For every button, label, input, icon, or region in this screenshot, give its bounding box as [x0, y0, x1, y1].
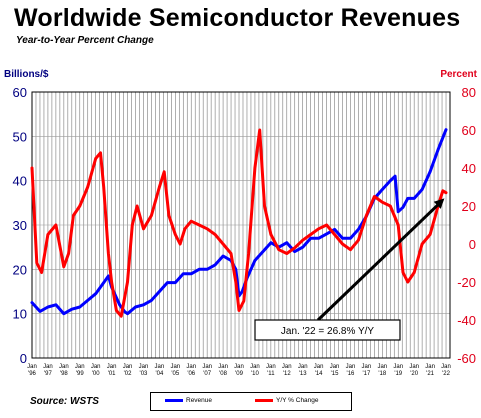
- x-tick-label-year: '01: [108, 371, 116, 377]
- x-tick-label-month: Jan: [43, 364, 53, 370]
- chart-title: Worldwide Semiconductor Revenues: [14, 4, 461, 32]
- x-tick-label-month: Jan: [425, 364, 435, 370]
- x-tick-label-month: Jan: [362, 364, 372, 370]
- x-tick-label-year: '02: [124, 371, 132, 377]
- x-tick-label-year: '03: [140, 371, 148, 377]
- left-tick-label: 50: [13, 129, 27, 144]
- source-note: Source: WSTS: [30, 396, 99, 407]
- left-tick-label: 20: [13, 262, 27, 277]
- x-tick-label-month: Jan: [27, 364, 37, 370]
- x-tick-label-year: '96: [28, 371, 36, 377]
- x-tick-label-month: Jan: [266, 364, 276, 370]
- x-tick-label-year: '08: [219, 371, 227, 377]
- left-tick-label: 10: [13, 307, 27, 322]
- x-tick-label-month: Jan: [170, 364, 180, 370]
- x-tick-label-year: '20: [410, 371, 418, 377]
- legend-item-revenue: Revenue: [165, 397, 212, 404]
- x-tick-label-year: '21: [426, 371, 434, 377]
- right-tick-label: 40: [462, 161, 476, 176]
- x-tick-label-year: '19: [394, 371, 402, 377]
- x-tick-label-month: Jan: [377, 364, 387, 370]
- right-tick-label: -20: [457, 275, 476, 290]
- x-tick-label-year: '98: [60, 371, 68, 377]
- yoy-line: [30, 128, 448, 318]
- x-tick-label-month: Jan: [393, 364, 403, 370]
- left-tick-label: 60: [13, 85, 27, 100]
- legend-label-revenue: Revenue: [186, 397, 213, 404]
- x-tick-label-month: Jan: [123, 364, 133, 370]
- x-tick-label-year: '17: [362, 371, 370, 377]
- legend-label-yoy: Y/Y % Change: [276, 397, 319, 404]
- legend-item-yoy: Y/Y % Change: [255, 397, 319, 404]
- x-tick-label-year: '18: [378, 371, 386, 377]
- x-tick-label-month: Jan: [155, 364, 165, 370]
- x-tick-label-month: Jan: [59, 364, 69, 370]
- right-tick-label: 20: [462, 199, 476, 214]
- x-tick-label-month: Jan: [139, 364, 149, 370]
- x-tick-label-month: Jan: [250, 364, 260, 370]
- x-tick-label-year: '97: [44, 371, 52, 377]
- legend-swatch-yoy: [255, 399, 273, 402]
- left-axis-label: Billions/$: [4, 69, 49, 80]
- x-tick-label-month: Jan: [91, 364, 101, 370]
- right-tick-label: 0: [469, 237, 476, 252]
- x-tick-label-year: '14: [315, 371, 323, 377]
- x-tick-label-month: Jan: [346, 364, 356, 370]
- right-tick-label: 60: [462, 123, 476, 138]
- right-tick-label: -60: [457, 351, 476, 366]
- x-tick-label-year: '15: [331, 371, 339, 377]
- left-tick-label: 30: [13, 218, 27, 233]
- x-tick-label-month: Jan: [441, 364, 451, 370]
- x-tick-label-year: '09: [235, 371, 243, 377]
- x-tick-label-month: Jan: [409, 364, 419, 370]
- x-tick-label-year: '22: [442, 371, 450, 377]
- x-tick-label-month: Jan: [107, 364, 117, 370]
- right-axis-label: Percent: [440, 69, 477, 80]
- x-tick-label-month: Jan: [218, 364, 228, 370]
- x-tick-label-month: Jan: [75, 364, 85, 370]
- x-tick-label-year: '99: [76, 371, 84, 377]
- x-tick-label-year: '11: [267, 371, 275, 377]
- right-tick-label: 80: [462, 85, 476, 100]
- x-tick-label-year: '06: [187, 371, 195, 377]
- x-tick-label-year: '04: [155, 371, 163, 377]
- x-tick-label-year: '07: [203, 371, 211, 377]
- annotation-text: Jan. '22 = 26.8% Y/Y: [281, 326, 375, 337]
- left-tick-label: 40: [13, 174, 27, 189]
- legend-swatch-revenue: [165, 399, 183, 402]
- revenue-line: [30, 128, 448, 316]
- left-tick-label: 0: [20, 351, 27, 366]
- x-tick-label-month: Jan: [298, 364, 308, 370]
- x-tick-label-month: Jan: [186, 364, 196, 370]
- x-tick-label-month: Jan: [202, 364, 212, 370]
- plot-frame: [31, 91, 451, 359]
- x-tick-label-year: '16: [347, 371, 355, 377]
- chart-subtitle: Year-to-Year Percent Change: [16, 35, 154, 46]
- annotation-box: [254, 319, 401, 341]
- x-tick-label-month: Jan: [330, 364, 340, 370]
- annotation-arrow-line: [316, 201, 442, 322]
- legend: Revenue Y/Y % Change: [150, 392, 352, 411]
- x-tick-label-month: Jan: [314, 364, 324, 370]
- x-tick-label-year: '05: [171, 371, 179, 377]
- x-tick-label-year: '12: [283, 371, 291, 377]
- x-tick-label-month: Jan: [282, 364, 292, 370]
- right-tick-label: -40: [457, 313, 476, 328]
- annotation-arrowhead: [433, 198, 445, 209]
- x-tick-label-month: Jan: [234, 364, 244, 370]
- x-tick-label-year: '10: [251, 371, 259, 377]
- x-tick-label-year: '00: [92, 371, 100, 377]
- x-tick-label-year: '13: [299, 371, 307, 377]
